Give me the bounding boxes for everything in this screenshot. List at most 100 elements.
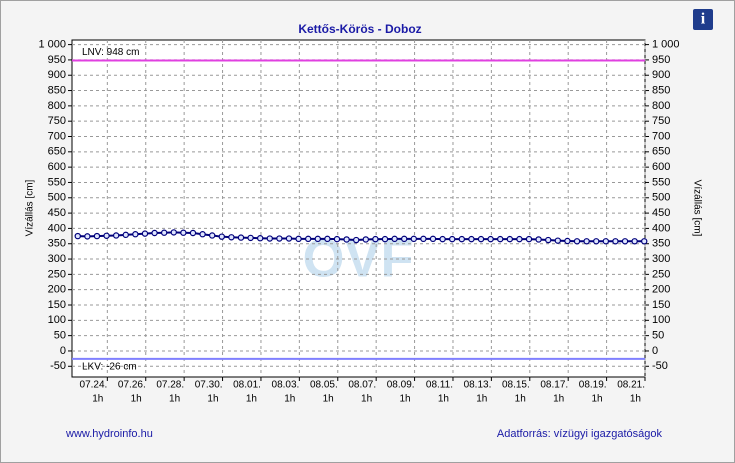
data-point: [295, 235, 302, 243]
data-point: [372, 235, 379, 243]
y2-tick-label: 100: [652, 314, 670, 326]
y2-tick-label: 550: [652, 176, 670, 188]
y-tick-label: 900: [48, 69, 66, 81]
y-tick-label: 650: [48, 146, 66, 158]
y2-tick-label: 200: [652, 284, 670, 296]
x-tick-label: 08.21.: [617, 380, 645, 391]
y-tick-label: 100: [48, 314, 66, 326]
data-point: [381, 235, 389, 243]
reference-label: LNV: 948 cm: [82, 47, 139, 58]
footer-source: Adatforrás: vízügyi igazgatóságok: [497, 428, 663, 440]
data-point: [112, 232, 120, 239]
data-point: [506, 235, 514, 243]
data-point: [641, 238, 648, 245]
data-point: [497, 235, 504, 243]
data-point: [439, 235, 446, 243]
footer-link[interactable]: www.hydroinfo.hu: [65, 428, 153, 440]
x-tick-label: 07.24.: [80, 380, 108, 391]
data-point: [516, 235, 523, 243]
y-tick-label: 450: [48, 207, 66, 219]
y2-tick-label: 1 000: [652, 39, 680, 51]
x-tick-label: 08.17.: [540, 380, 568, 391]
y-tick-label: 950: [48, 54, 66, 66]
x-tick-label: 08.11.: [426, 380, 453, 391]
x-tick-time: 1h: [169, 394, 180, 405]
data-point: [324, 235, 331, 243]
data-point: [151, 229, 158, 237]
y2-tick-label: 650: [652, 146, 670, 158]
y-tick-label: 550: [48, 176, 66, 188]
data-point: [122, 231, 129, 239]
data-point: [401, 235, 408, 243]
y-tick-label: 400: [48, 222, 66, 234]
data-point: [103, 232, 110, 239]
x-tick-time: 1h: [92, 394, 103, 405]
y-tick-label: 200: [48, 284, 66, 296]
data-point: [477, 235, 485, 243]
info-box[interactable]: [693, 9, 713, 30]
y-tick-label: 750: [48, 115, 66, 127]
data-point: [573, 238, 581, 245]
data-point: [208, 232, 216, 239]
chart-title: Kettős-Körös - Doboz: [298, 22, 421, 36]
y2-tick-label: 350: [652, 238, 670, 250]
x-tick-time: 1h: [284, 394, 295, 405]
y-tick-label: 700: [48, 130, 66, 142]
data-point: [180, 229, 187, 236]
data-point: [266, 235, 273, 242]
x-tick-label: 08.03.: [272, 380, 300, 391]
data-point: [314, 235, 321, 243]
x-tick-time: 1h: [246, 394, 257, 405]
y-tick-label: 800: [48, 100, 66, 112]
x-tick-label: 08.15.: [502, 380, 530, 391]
data-point: [487, 235, 494, 243]
y2-tick-label: 700: [652, 130, 670, 142]
data-point: [583, 238, 590, 245]
x-tick-time: 1h: [323, 394, 334, 405]
data-point: [410, 235, 418, 243]
y2-tick-label: 50: [652, 330, 664, 342]
info-icon[interactable]: i: [701, 11, 706, 28]
y-axis-label: Vízállás [cm]: [25, 179, 36, 236]
data-point: [449, 235, 456, 243]
x-tick-time: 1h: [630, 394, 641, 405]
data-point: [554, 237, 562, 244]
y2-tick-label: 0: [652, 345, 658, 357]
y2-tick-label: 450: [652, 207, 670, 219]
y2-tick-label: 600: [652, 161, 670, 173]
x-tick-time: 1h: [207, 394, 218, 405]
y2-axis-label: Vízállás [cm]: [691, 180, 702, 237]
data-point: [458, 235, 466, 243]
data-point: [612, 238, 619, 245]
data-point: [276, 235, 283, 242]
data-point: [170, 229, 177, 236]
x-tick-label: 08.07.: [348, 380, 376, 391]
y-tick-label: 1 000: [38, 39, 66, 51]
data-point: [285, 235, 293, 242]
y2-tick-label: 750: [652, 115, 670, 127]
x-tick-label: 08.19.: [579, 380, 607, 391]
x-tick-label: 07.26.: [118, 380, 146, 391]
data-point: [420, 235, 427, 243]
y-tick-label: 250: [48, 268, 66, 280]
x-tick-time: 1h: [131, 394, 142, 405]
data-point: [525, 235, 533, 243]
x-tick-label: 08.05.: [310, 380, 338, 391]
data-point: [199, 231, 206, 238]
y-tick-label: 0: [60, 345, 66, 357]
x-tick-label: 08.13.: [464, 380, 492, 391]
plot-area: [71, 39, 646, 378]
data-point: [621, 238, 629, 245]
data-point: [391, 235, 398, 243]
y2-tick-label: 950: [652, 54, 670, 66]
x-tick-time: 1h: [553, 394, 564, 405]
data-point: [564, 237, 571, 245]
data-point: [218, 233, 225, 240]
y2-tick-label: 850: [652, 84, 670, 96]
data-point: [429, 235, 437, 243]
data-point: [362, 236, 369, 243]
x-tick-time: 1h: [361, 394, 372, 405]
x-tick-time: 1h: [399, 394, 410, 405]
y2-tick-label: 400: [652, 222, 670, 234]
